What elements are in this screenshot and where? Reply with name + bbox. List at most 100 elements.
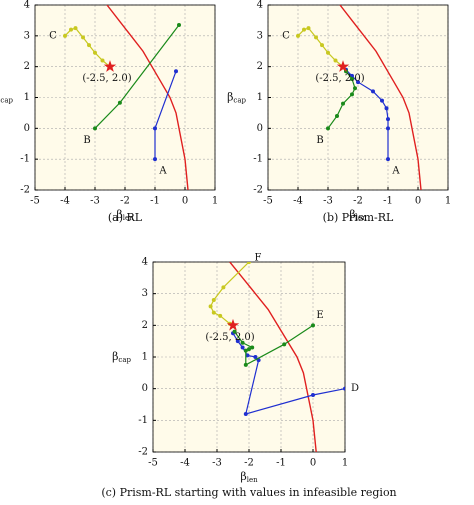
x-tick-label: -1	[276, 458, 286, 469]
x-tick-label: -5	[263, 196, 273, 207]
trajectory-point	[386, 157, 390, 161]
x-tick-label: -4	[60, 196, 70, 207]
trajectory-point	[101, 59, 105, 63]
trajectory-point	[87, 43, 91, 47]
x-tick-label: -3	[212, 458, 222, 469]
star-label: (-2.5, 2.0)	[315, 73, 364, 84]
x-tick-label: -3	[90, 196, 100, 207]
trajectory-point	[153, 157, 157, 161]
trajectory-point	[250, 346, 254, 350]
y-tick-label: 4	[142, 257, 148, 268]
y-tick-label: 4	[257, 0, 263, 11]
trajectory-point	[247, 260, 251, 264]
y-tick-label: 1	[24, 92, 30, 103]
x-tick-label: -4	[293, 196, 303, 207]
x-tick-label: -2	[120, 196, 130, 207]
trajectory-point	[241, 346, 245, 350]
y-tick-label: 2	[257, 61, 263, 72]
trajectory-point	[335, 114, 339, 118]
trajectory-point	[314, 35, 318, 39]
trajectory-point	[371, 89, 375, 93]
trajectory-point	[311, 393, 315, 397]
y-axis-subscript: cap	[118, 356, 131, 364]
trajectory-point	[209, 304, 213, 308]
series-label: C	[282, 30, 290, 41]
star-label: (-2.5, 2.0)	[205, 332, 254, 343]
series-label: C	[49, 30, 57, 41]
trajectory-point	[386, 126, 390, 130]
y-tick-label: 3	[257, 30, 263, 41]
x-tick-label: 0	[415, 196, 421, 207]
x-tick-label: -1	[383, 196, 393, 207]
y-tick-label: -2	[138, 447, 148, 458]
x-tick-label: -5	[30, 196, 40, 207]
trajectory-point	[343, 387, 347, 391]
y-axis-label: βcap	[112, 350, 131, 364]
trajectory-point	[311, 323, 315, 327]
trajectory-point	[386, 117, 390, 121]
caption: (b) Prism-RL	[323, 211, 394, 224]
y-tick-label: 1	[257, 92, 263, 103]
x-tick-label: 0	[182, 196, 188, 207]
x-tick-label: 0	[310, 458, 316, 469]
x-tick-label: 1	[212, 196, 218, 207]
series-label: A	[158, 166, 167, 177]
y-axis-subscript: cap	[233, 97, 246, 105]
y-tick-label: -1	[138, 415, 148, 426]
caption: (c) Prism-RL starting with values in inf…	[101, 486, 396, 499]
trajectory-point	[334, 59, 338, 63]
trajectory-point	[380, 99, 384, 103]
trajectory-point	[385, 106, 389, 110]
trajectory-point	[221, 285, 225, 289]
trajectory-point	[212, 311, 216, 315]
y-tick-label: 2	[142, 320, 148, 331]
x-tick-label: -4	[180, 458, 190, 469]
x-tick-label: -3	[323, 196, 333, 207]
trajectory-point	[93, 126, 97, 130]
trajectory-point	[296, 34, 300, 38]
series-label: B	[83, 135, 90, 146]
trajectory-point	[118, 101, 122, 105]
y-axis-label: βcap	[0, 91, 14, 105]
series-label: F	[255, 253, 262, 264]
series-label: A	[391, 166, 400, 177]
y-axis-label: βcap	[227, 91, 246, 105]
y-tick-label: -2	[253, 185, 263, 196]
trajectory-point	[244, 363, 248, 367]
trajectory-point	[320, 43, 324, 47]
trajectory-point	[341, 102, 345, 106]
trajectory-point	[218, 314, 222, 318]
y-tick-label: 0	[24, 123, 30, 134]
y-tick-label: 1	[142, 352, 148, 363]
series-label: D	[351, 383, 359, 394]
x-tick-label: -5	[148, 458, 158, 469]
x-tick-label: -2	[244, 458, 254, 469]
star-label: (-2.5, 2.0)	[82, 73, 131, 84]
trajectory-point	[212, 298, 216, 302]
trajectory-point	[177, 23, 181, 27]
x-tick-label: -2	[353, 196, 363, 207]
x-tick-label: -1	[150, 196, 160, 207]
trajectory-point	[63, 34, 67, 38]
caption: (a) RL	[108, 211, 143, 224]
x-tick-label: 1	[342, 458, 348, 469]
y-tick-label: 4	[24, 0, 30, 11]
y-tick-label: 0	[142, 383, 148, 394]
x-axis-label: βlen	[240, 470, 258, 484]
x-axis-subscript: len	[247, 476, 258, 484]
x-tick-label: 1	[445, 196, 451, 207]
trajectory-point	[302, 28, 306, 32]
trajectory-point	[153, 126, 157, 130]
y-tick-label: -2	[20, 185, 30, 196]
y-tick-label: 3	[24, 30, 30, 41]
trajectory-point	[326, 126, 330, 130]
y-tick-label: -1	[253, 154, 263, 165]
trajectory-point	[93, 51, 97, 55]
trajectory-point	[282, 342, 286, 346]
trajectory-point	[326, 51, 330, 55]
trajectory-point	[74, 26, 78, 30]
trajectory-point	[307, 26, 311, 30]
trajectory-point	[174, 69, 178, 73]
trajectory-point	[81, 35, 85, 39]
